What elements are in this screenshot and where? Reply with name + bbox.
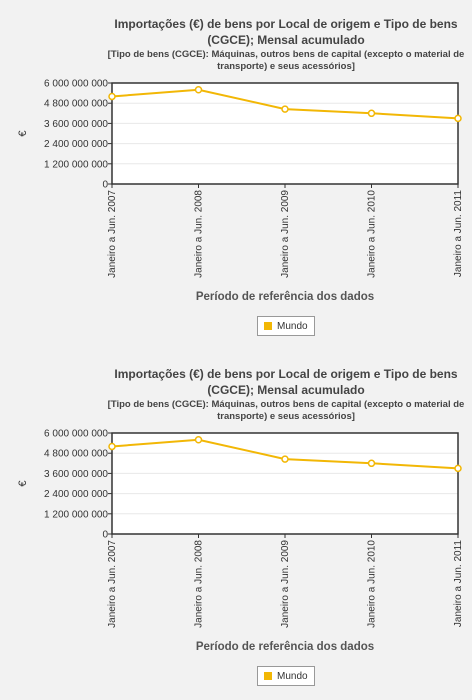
x-tick-label: Janeiro a Jun. 2011 [453, 540, 464, 628]
legend-swatch [264, 672, 272, 680]
chart-title: Importações (€) de bens por Local de ori… [114, 17, 458, 47]
chart-subtitle: [Tipo de bens (CGCE): Máquinas, outros b… [107, 399, 465, 422]
data-point [454, 114, 462, 123]
data-point [281, 105, 289, 113]
data-point [454, 464, 462, 473]
line-chart-svg: 0 1 200 000 000 2 400 000 000 3 600 000 000… [17, 79, 464, 278]
x-tick-label: Janeiro a Jun. 2011 [453, 190, 464, 278]
y-tick-label: 3 600 000 000 [44, 119, 108, 130]
line-chart-svg: 0 1 200 000 000 2 400 000 000 3 600 000 000… [17, 429, 464, 628]
x-tick-label: Janeiro a Jun. 2010 [367, 190, 378, 278]
y-tick-label: 4 800 000 000 [44, 99, 108, 110]
y-tick-label: 4 800 000 000 [44, 449, 108, 460]
y-tick-label: 6 000 000 000 [44, 79, 108, 90]
plot-area [112, 433, 458, 534]
data-point [108, 92, 116, 101]
legend-label-mundo: Mundo [277, 670, 308, 682]
chart-title: Importações (€) de bens por Local de ori… [114, 367, 458, 397]
y-tick-label: 6 000 000 000 [44, 429, 108, 440]
x-tick-label: Janeiro a Jun. 2007 [107, 190, 118, 278]
x-tick-label: Janeiro a Jun. 2009 [280, 190, 291, 278]
x-tick-label: Janeiro a Jun. 2009 [280, 540, 291, 628]
data-point [367, 459, 376, 468]
y-tick-label: 1 200 000 000 [44, 159, 108, 170]
x-tick-label: Janeiro a Jun. 2008 [194, 540, 205, 628]
x-axis-title: Período de referência dos dados [195, 291, 375, 303]
y-tick-label: 0 [102, 180, 108, 191]
chart-subtitle: [Tipo de bens (CGCE): Máquinas, outros b… [107, 49, 465, 72]
chart-panel-top: Importações (€) de bens por Local de ori… [17, 17, 465, 336]
x-tick-label: Janeiro a Jun. 2007 [107, 540, 118, 628]
y-tick-label: 0 [102, 530, 108, 541]
data-point [281, 455, 289, 463]
y-axis-title: € [17, 130, 29, 136]
x-tick-label: Janeiro a Jun. 2010 [367, 540, 378, 628]
legend-swatch [264, 322, 272, 330]
data-point [367, 109, 376, 118]
data-point [194, 85, 203, 94]
y-tick-label: 2 400 000 000 [44, 489, 108, 500]
x-tick-label: Janeiro a Jun. 2008 [194, 190, 205, 278]
y-axis-title: € [17, 480, 29, 486]
y-tick-label: 1 200 000 000 [44, 509, 108, 520]
chart-panel-bottom: Importações (€) de bens por Local de ori… [0, 350, 472, 700]
legend-label-mundo: Mundo [277, 320, 308, 332]
x-axis-title: Período de referência dos dados [195, 641, 375, 653]
legend[interactable]: Mundo [257, 666, 315, 686]
y-tick-label: 2 400 000 000 [44, 139, 108, 150]
data-point [108, 442, 116, 451]
data-point [194, 435, 203, 444]
y-tick-label: 3 600 000 000 [44, 469, 108, 480]
plot-area [112, 83, 458, 184]
legend[interactable]: Mundo [257, 316, 315, 336]
